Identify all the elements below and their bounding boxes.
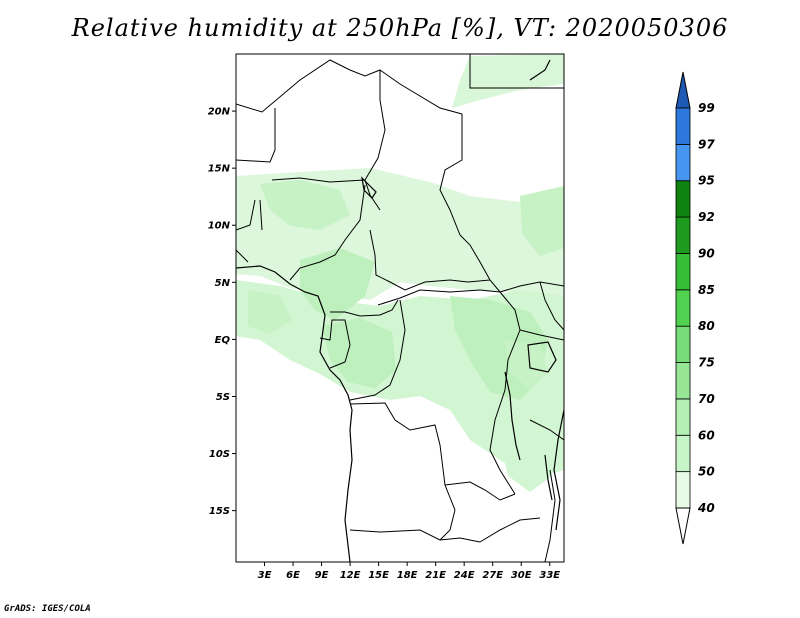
colorbar-label: 70 [698, 392, 715, 406]
country-borders [236, 54, 564, 562]
credit-text: GrADS: IGES/COLA [4, 604, 91, 614]
colorbar-segment [675, 398, 691, 436]
east-coast [553, 409, 564, 531]
border-congo-drc [349, 299, 406, 401]
colorbar-segment [675, 325, 691, 363]
lake-malawi [544, 454, 553, 501]
colorbar-segment [675, 253, 691, 291]
colorbar-segment [675, 107, 691, 145]
colorbar-label: 60 [698, 428, 715, 442]
border-niger-nigeria [236, 108, 366, 183]
colorbar-segment [675, 434, 691, 473]
humidity-area-northeast [452, 54, 564, 108]
colorbar-label: 50 [698, 465, 715, 479]
colorbar-label: 80 [698, 319, 715, 333]
map-frame [235, 53, 565, 563]
border-car-drc [377, 289, 501, 306]
border-egypt-sudan [469, 54, 564, 89]
lon-tick-label: 9E [315, 570, 329, 581]
lat-tick-label: 10N [208, 221, 231, 232]
gulf-of-guinea-coast [236, 265, 353, 562]
colorbar-label: 99 [698, 101, 715, 115]
colorbar-segment [675, 216, 691, 254]
border-drc-zambia [444, 481, 516, 501]
humidity-area-mid-3 [322, 318, 396, 388]
lat-tick-label: EQ [215, 335, 231, 346]
border-angola-namibia [349, 529, 481, 543]
border-cameroon-congo [330, 299, 399, 317]
humidity-area-mid-5 [248, 290, 292, 334]
lon-tick-label: 30E [511, 570, 532, 581]
border-nigeria-cameroon [289, 184, 366, 281]
colorbar: 40 50 60 70 75 80 85 90 92 95 97 99 [675, 71, 715, 545]
colorbar-label: 97 [698, 137, 715, 151]
lat-tick-label: 10S [209, 449, 230, 460]
longitude-axis: 3E 6E 9E 12E 15E 18E 21E 24E 27E 30E 33E [258, 562, 560, 581]
lon-tick-label: 21E [425, 570, 446, 581]
lon-tick-label: 3E [258, 570, 272, 581]
lat-tick-label: 15S [209, 506, 230, 517]
lake-victoria [527, 341, 557, 373]
colorbar-label: 90 [698, 246, 715, 260]
border-west-coast [236, 199, 263, 263]
lake-tanganyika [504, 371, 521, 461]
colorbar-max-arrow [675, 71, 691, 109]
border-chad-sudan [459, 234, 564, 293]
lon-tick-label: 12E [340, 570, 361, 581]
border-zambia-south [439, 509, 541, 543]
lon-tick-label: 33E [539, 570, 560, 581]
humidity-area-lakes [505, 340, 548, 390]
humidity-shading [236, 54, 564, 492]
border-drc-east [489, 291, 521, 495]
colorbar-segment [675, 471, 691, 509]
colorbar-segment [675, 362, 691, 400]
colorbar-label: 85 [698, 283, 715, 297]
lat-tick-label: 5N [215, 278, 231, 289]
border-drc-angola [349, 402, 456, 511]
lat-tick-label: 15N [208, 164, 231, 175]
lon-tick-label: 6E [286, 570, 300, 581]
lat-tick-label: 20N [208, 107, 231, 118]
latitude-axis: 20N 15N 10N 5N EQ 5S 10S 15S [208, 107, 236, 517]
lon-tick-label: 24E [454, 570, 475, 581]
colorbar-segment [675, 143, 691, 182]
border-niger-chad [364, 70, 386, 211]
humidity-area-east [520, 186, 564, 256]
colorbar-segment [675, 289, 691, 327]
humidity-area-mid-1 [300, 248, 375, 320]
red-sea-coast [529, 59, 551, 81]
coastline [236, 59, 564, 562]
colorbar-label: 75 [698, 356, 715, 370]
border-gabon-congo [319, 319, 351, 369]
lon-tick-label: 18E [397, 570, 418, 581]
humidity-area-mid-4 [260, 180, 350, 230]
lon-tick-label: 15E [368, 570, 389, 581]
colorbar-label: 95 [698, 174, 715, 188]
colorbar-min-arrow [675, 507, 691, 545]
colorbar-label: 92 [698, 210, 715, 224]
colorbar-segment [675, 180, 691, 218]
border-east-africa [519, 281, 564, 562]
map-title: Relative humidity at 250hPa [%], VT: 202… [71, 14, 729, 42]
lon-tick-label: 27E [482, 570, 503, 581]
humidity-area-south [500, 440, 552, 492]
lake-chad [361, 176, 377, 199]
border-libya-niger [236, 59, 463, 115]
lat-tick-label: 5S [216, 392, 230, 403]
border-libya-sudan [439, 114, 463, 236]
colorbar-label: 40 [697, 501, 715, 515]
border-chad-car [369, 229, 491, 291]
